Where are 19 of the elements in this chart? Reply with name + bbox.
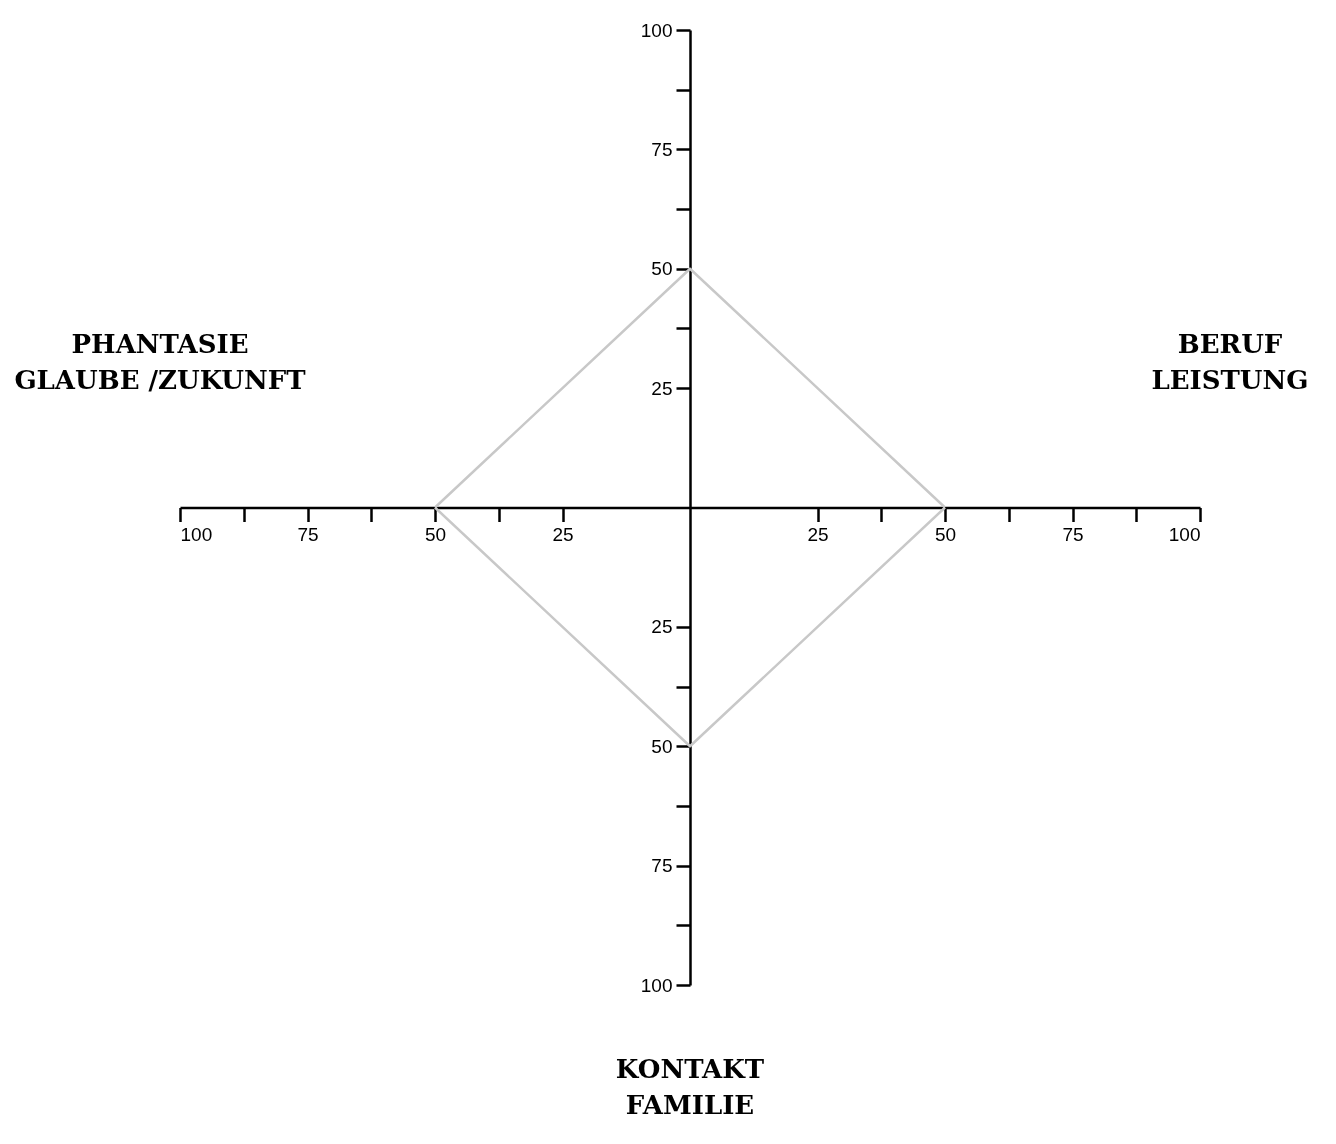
x-tick-label: 100 xyxy=(180,524,213,545)
x-tick-label: 100 xyxy=(1168,524,1201,545)
annotation: BERUF LEISTUNG xyxy=(1151,329,1309,395)
text: KONTAKT FAMILIE xyxy=(615,1054,765,1120)
x-tick-label: 75 xyxy=(297,524,319,545)
x-tick-label: 25 xyxy=(552,524,574,545)
x-tick-label: 25 xyxy=(807,524,829,545)
y-tick-label: 75 xyxy=(651,855,673,877)
annotation: PHANTASIE GLAUBE /ZUKUNFT xyxy=(14,329,307,395)
x-tick-label: 50 xyxy=(934,524,957,545)
x-tick-label: 50 xyxy=(424,524,447,545)
y-tick-label: 25 xyxy=(651,616,673,638)
y-tick-label: 25 xyxy=(651,377,673,399)
y-tick-label: 75 xyxy=(651,138,673,160)
y-tick-label: 100 xyxy=(640,19,673,41)
x-tick-label: 75 xyxy=(1062,524,1084,545)
y-tick-label: 50 xyxy=(651,735,673,757)
y-tick-label: 50 xyxy=(651,258,673,280)
y-tick-label: 100 xyxy=(640,974,673,996)
